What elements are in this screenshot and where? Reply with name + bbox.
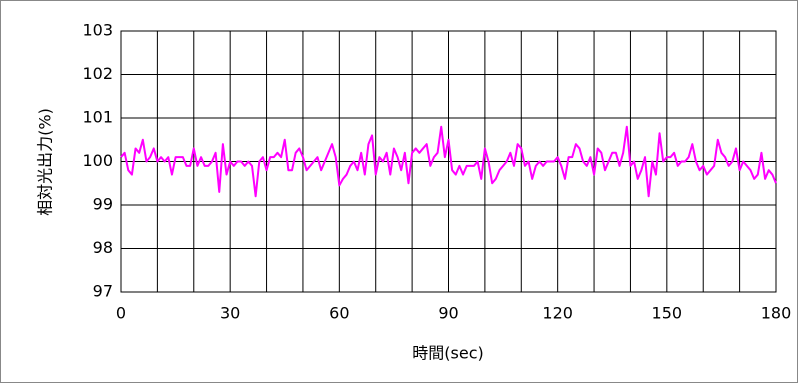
- data-line: [120, 125, 777, 198]
- y-axis-label: 相対光出力(%): [36, 108, 55, 216]
- y-tick-label: 100: [82, 151, 113, 170]
- x-tick-label: 120: [542, 304, 573, 323]
- y-tick-label: 103: [82, 21, 113, 40]
- x-tick-label: 0: [116, 304, 126, 323]
- x-tick-label: 90: [438, 304, 458, 323]
- y-tick-label: 101: [82, 108, 113, 127]
- y-tick-label: 99: [93, 195, 113, 214]
- y-tick-label: 102: [82, 64, 113, 83]
- x-tick-label: 30: [220, 304, 240, 323]
- x-tick-label: 150: [652, 304, 683, 323]
- x-tick-label: 60: [329, 304, 349, 323]
- y-tick-label: 98: [93, 238, 113, 257]
- x-axis-label: 時間(sec): [412, 344, 483, 363]
- y-tick-label: 97: [93, 282, 113, 301]
- x-tick-label: 180: [761, 304, 792, 323]
